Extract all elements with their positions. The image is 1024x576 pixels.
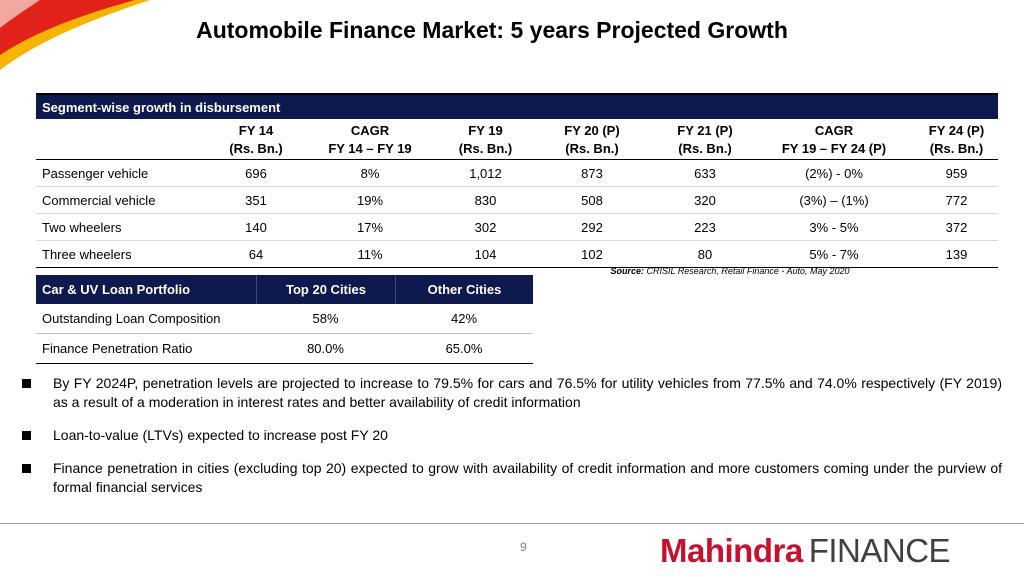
logo-finance-text: FINANCE: [808, 532, 951, 569]
square-bullet-icon: [22, 379, 31, 388]
logo-mahindra-text: Mahindra: [660, 532, 803, 569]
table-cell: 696: [245, 165, 267, 181]
row-label: Three wheelers: [42, 246, 132, 262]
header-cell: Other Cities: [395, 275, 533, 304]
table-cell: 17%: [356, 219, 384, 235]
source-text: CRISIL Research, Retail Finance - Auto, …: [643, 266, 850, 276]
footer-divider: [0, 523, 1024, 524]
list-item: By FY 2024P, penetration levels are proj…: [22, 374, 1002, 412]
source-note: Source: CRISIL Research, Retail Finance …: [560, 266, 900, 276]
header-cell: FY 14 (Rs. Bn.): [229, 123, 283, 156]
table-cell: 140: [245, 219, 267, 235]
square-bullet-icon: [22, 431, 31, 440]
table-row: Outstanding Loan Composition 58% 42%: [36, 304, 533, 334]
table-cell: 830: [474, 192, 497, 208]
row-label: Finance Penetration Ratio: [42, 341, 193, 356]
row-label: Two wheelers: [42, 219, 122, 235]
table-cell: 3% - 5%: [809, 219, 859, 235]
table-cell: 508: [581, 192, 603, 208]
bullet-text: Finance penetration in cities (excluding…: [53, 460, 1002, 495]
row-label: Passenger vehicle: [42, 165, 149, 181]
table-cell: 292: [581, 219, 603, 235]
table-cell: 58%: [312, 311, 339, 326]
table-cell: 1,012: [469, 165, 502, 181]
segment-table-caption: Segment-wise growth in disbursement: [36, 93, 998, 119]
table-cell: 11%: [357, 246, 383, 262]
table-cell: 772: [945, 192, 968, 208]
header-cell: FY 20 (P) (Rs. Bn.): [564, 123, 620, 156]
table-cell: 19%: [356, 192, 384, 208]
table-cell: 102: [581, 246, 603, 262]
list-item: Loan-to-value (LTVs) expected to increas…: [22, 426, 1002, 445]
table-cell: 633: [694, 165, 716, 181]
header-cell: CAGR FY 19 – FY 24 (P): [781, 123, 887, 156]
table-cell: 8%: [360, 165, 380, 181]
row-label: Commercial vehicle: [42, 192, 156, 208]
header-cell: Car & UV Loan Portfolio: [42, 282, 191, 297]
table-cell: 139: [945, 246, 968, 262]
table-cell: 104: [474, 246, 497, 262]
header-cell: FY 19 (Rs. Bn.): [458, 123, 513, 156]
table-cell: 42%: [450, 311, 478, 326]
table-row: Two wheelers 140 17% 302 292 223 3% - 5%…: [36, 214, 998, 241]
mahindra-finance-logo: Mahindra FINANCE: [660, 532, 951, 570]
bullet-text: Loan-to-value (LTVs) expected to increas…: [53, 427, 388, 443]
table-row: Three wheelers 64 11% 104 102 80 5% - 7%…: [36, 241, 998, 268]
loan-table-header: Car & UV Loan Portfolio Top 20 Cities Ot…: [36, 275, 533, 304]
table-cell: 372: [945, 219, 968, 235]
slide-title: Automobile Finance Market: 5 years Proje…: [196, 17, 788, 43]
square-bullet-icon: [22, 464, 31, 473]
table-cell: 5% - 7%: [809, 246, 859, 262]
table-cell: 80: [697, 246, 713, 262]
table-cell: 80.0%: [307, 341, 344, 356]
loan-portfolio-table: Car & UV Loan Portfolio Top 20 Cities Ot…: [36, 275, 533, 364]
table-cell: 320: [694, 192, 716, 208]
bullet-list: By FY 2024P, penetration levels are proj…: [22, 374, 1002, 511]
table-cell: (2%) - 0%: [805, 165, 863, 181]
table-cell: 351: [245, 192, 267, 208]
segment-growth-table: Segment-wise growth in disbursement FY 1…: [36, 93, 998, 268]
bullet-text: By FY 2024P, penetration levels are proj…: [53, 375, 1002, 410]
table-cell: (3%) – (1%): [799, 192, 869, 208]
page-number: 9: [520, 540, 527, 554]
source-label: Source:: [610, 266, 644, 276]
list-item: Finance penetration in cities (excluding…: [22, 459, 1002, 497]
table-row: Commercial vehicle 351 19% 830 508 320 (…: [36, 187, 998, 214]
table-row: Passenger vehicle 696 8% 1,012 873 633 (…: [36, 160, 998, 187]
header-cell: Top 20 Cities: [256, 275, 395, 304]
header-cell: FY 21 (P) (Rs. Bn.): [677, 123, 733, 156]
row-label: Outstanding Loan Composition: [42, 311, 221, 326]
table-cell: 302: [474, 219, 497, 235]
table-cell: 873: [581, 165, 603, 181]
table-cell: 65.0%: [445, 341, 483, 356]
table-row: Finance Penetration Ratio 80.0% 65.0%: [36, 334, 533, 364]
segment-table-header: FY 14 (Rs. Bn.) CAGR FY 14 – FY 19 FY 19 (R…: [36, 119, 998, 160]
table-cell: 223: [694, 219, 716, 235]
header-cell: CAGR FY 14 – FY 19: [328, 123, 412, 156]
table-cell: 959: [945, 165, 968, 181]
header-cell: FY 24 (P) (Rs. Bn.): [928, 123, 985, 156]
table-cell: 64: [248, 246, 264, 262]
corner-swoosh-graphic: [0, 0, 150, 70]
